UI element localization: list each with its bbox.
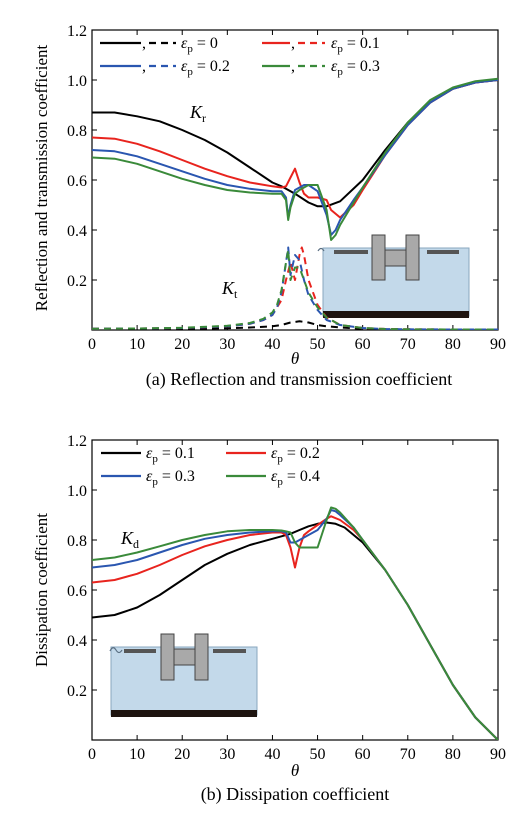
series-lines (92, 506, 498, 740)
series-line (92, 79, 498, 236)
connector (384, 249, 407, 267)
legend-comma: , (291, 58, 295, 75)
x-tick-label: 30 (219, 746, 235, 763)
legend-label: εp = 0.1 (146, 445, 195, 465)
series-line (92, 77, 498, 241)
wave-icon (317, 247, 325, 252)
wave-icon (109, 647, 123, 654)
kr-annotation: Kr (189, 102, 206, 125)
legend-label: εp = 0.3 (331, 58, 380, 78)
x-tick-label: 60 (355, 336, 371, 353)
x-tick-label: 40 (264, 336, 280, 353)
x-tick-label: 30 (219, 336, 235, 353)
legend: εp = 0.1 εp = 0.2 εp = 0.3 εp = 0.4 (101, 445, 320, 488)
panel-caption: (a) Reflection and transmission coeffici… (146, 369, 453, 390)
legend-item: εp = 0.1 (101, 445, 195, 465)
legend-label: εp = 0.2 (181, 58, 230, 78)
x-tick-label: 90 (490, 336, 506, 353)
kd-annotation: Kd (120, 528, 139, 551)
y-tick-label: 0.8 (67, 533, 87, 550)
legend-item: , εp = 0.3 (262, 58, 380, 78)
y-tick-label: 0.8 (67, 123, 87, 140)
x-axis-label: θ (291, 761, 299, 780)
y-tick-label: 0.4 (67, 223, 87, 240)
y-tick-label: 0.6 (67, 173, 87, 190)
legend-comma: , (142, 58, 146, 75)
y-tick-label: 1.0 (67, 73, 87, 90)
x-tick-label: 10 (129, 746, 145, 763)
x-tick-label: 50 (310, 746, 326, 763)
right-plate (213, 649, 246, 653)
x-tick-label: 20 (174, 336, 190, 353)
axis-ticks (91, 439, 499, 740)
legend-label: εp = 0.4 (271, 468, 320, 488)
left-pontoon (160, 633, 175, 681)
right-plate (427, 250, 459, 254)
x-tick-label: 60 (355, 746, 371, 763)
series-lines (92, 77, 498, 330)
legend-label: εp = 0.3 (146, 468, 195, 488)
legend-item: , εp = 0.1 (262, 35, 380, 55)
x-tick-label: 90 (490, 746, 506, 763)
y-axis-label: Dissipation coefficient (32, 513, 51, 667)
left-plate (334, 250, 368, 254)
x-tick-label: 80 (445, 746, 461, 763)
legend: , εp = 0 , εp = 0.1 , εp = 0.2 , εp = 0 (100, 35, 380, 78)
legend-item: εp = 0.3 (101, 468, 195, 488)
x-tick-label: 10 (129, 336, 145, 353)
x-tick-label: 0 (88, 746, 96, 763)
legend-label: εp = 0 (181, 35, 218, 55)
x-axis-label: θ (291, 349, 299, 368)
legend-comma: , (291, 35, 295, 52)
x-tick-label: 70 (400, 336, 416, 353)
legend-label: εp = 0.1 (331, 35, 380, 55)
x-tick-label: 40 (264, 746, 280, 763)
chart-panel-a: 0 10 20 30 40 50 60 70 80 90 0.2 0.4 0.6 0.8 1.0 1.2 ,… (32, 23, 506, 390)
y-tick-label: 0.2 (67, 683, 87, 700)
structure-schematic-inset (317, 234, 470, 318)
legend-item: εp = 0.4 (226, 468, 320, 488)
y-axis-label: Reflection and transmission coefficient (32, 45, 51, 312)
x-tick-labels: 0 10 20 30 40 50 60 70 80 90 (88, 746, 506, 763)
y-tick-label: 0.4 (67, 633, 87, 650)
seabed (323, 311, 469, 318)
y-tick-label: 1.0 (67, 483, 87, 500)
y-tick-label: 1.2 (67, 23, 87, 40)
y-tick-label: 1.2 (67, 433, 87, 450)
legend-item: , εp = 0.2 (100, 58, 230, 78)
y-tick-labels: 0.2 0.4 0.6 0.8 1.0 1.2 (67, 23, 87, 290)
y-tick-label: 0.6 (67, 583, 87, 600)
left-plate (124, 649, 156, 653)
x-tick-labels: 0 10 20 30 40 50 60 70 80 90 (88, 336, 506, 353)
left-pontoon (371, 234, 386, 281)
connector (173, 648, 196, 666)
legend-comma: , (142, 35, 146, 52)
x-tick-label: 0 (88, 336, 96, 353)
y-tick-label: 0.2 (67, 273, 87, 290)
structure-schematic-inset (109, 633, 258, 717)
panel-caption: (b) Dissipation coefficient (201, 784, 390, 805)
kt-annotation: Kt (221, 278, 238, 301)
right-pontoon (194, 633, 209, 681)
right-pontoon (405, 234, 420, 281)
x-tick-label: 20 (174, 746, 190, 763)
legend-item: , εp = 0 (100, 35, 218, 55)
x-tick-label: 50 (310, 336, 326, 353)
legend-label: εp = 0.2 (271, 445, 320, 465)
series-line (92, 246, 498, 330)
x-tick-label: 70 (400, 746, 416, 763)
chart-panel-b: 0 10 20 30 40 50 60 70 80 90 0.2 0.4 0.6 0.8 1.0 1.2 ε… (32, 433, 506, 805)
seabed (111, 710, 257, 717)
x-tick-label: 80 (445, 336, 461, 353)
series-line (92, 506, 498, 740)
legend-item: εp = 0.2 (226, 445, 320, 465)
y-tick-labels: 0.2 0.4 0.6 0.8 1.0 1.2 (67, 433, 87, 700)
